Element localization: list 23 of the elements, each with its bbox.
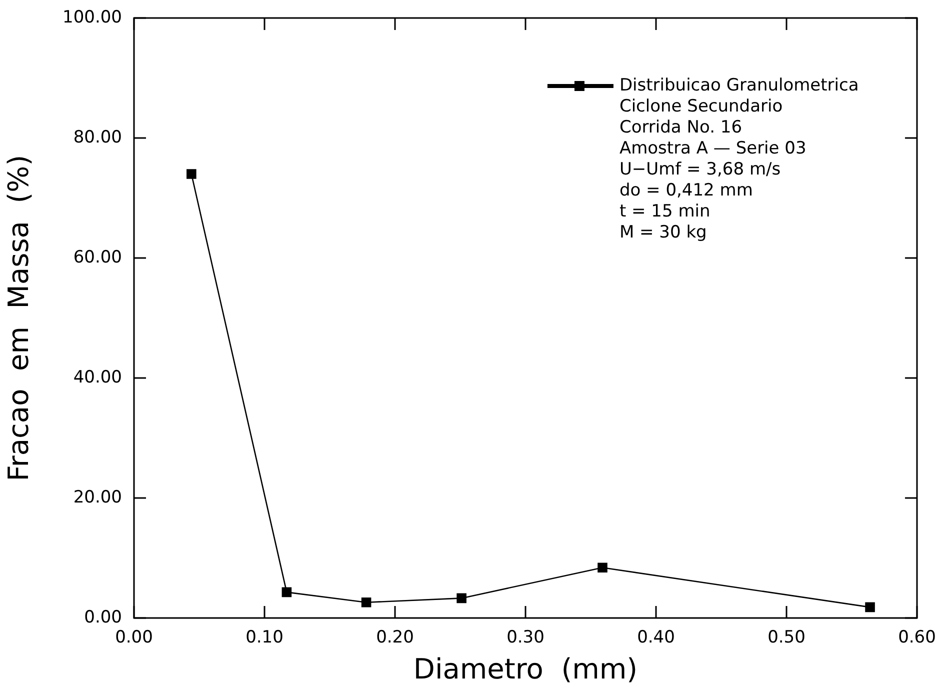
y-tick-label: 20.00 (73, 487, 122, 508)
x-tick-label: 0.60 (898, 628, 936, 648)
x-axis-title: Diametro (mm) (413, 652, 638, 686)
y-tick-label: 40.00 (73, 367, 122, 388)
annotation: Corrida No. 16 (619, 117, 742, 138)
x-tick-label: 0.30 (506, 628, 544, 648)
annotation: M = 30 kg (619, 222, 707, 242)
annotation: t = 15 min (619, 201, 710, 222)
y-tick-label: 80.00 (73, 127, 122, 148)
y-axis-title: Fracao em Massa (%) (2, 154, 36, 482)
annotation: Amostra A — Serie 03 (619, 138, 806, 158)
legend-label: Distribuicao Granulometrica (619, 75, 859, 96)
y-tick-label: 60.00 (73, 247, 122, 268)
x-tick-label: 0.50 (768, 628, 806, 648)
annotation: do = 0,412 mm (619, 180, 753, 200)
x-tick-label: 0.40 (637, 628, 675, 648)
x-tick-label: 0.20 (376, 628, 414, 648)
annotation: Ciclone Secundario (619, 96, 783, 116)
annotation: U−Umf = 3,68 m/s (619, 159, 781, 180)
y-tick-label: 100.00 (62, 7, 122, 28)
x-tick-label: 0.00 (115, 628, 153, 648)
y-tick-label: 0.00 (84, 607, 122, 628)
x-tick-label: 0.10 (246, 628, 284, 648)
